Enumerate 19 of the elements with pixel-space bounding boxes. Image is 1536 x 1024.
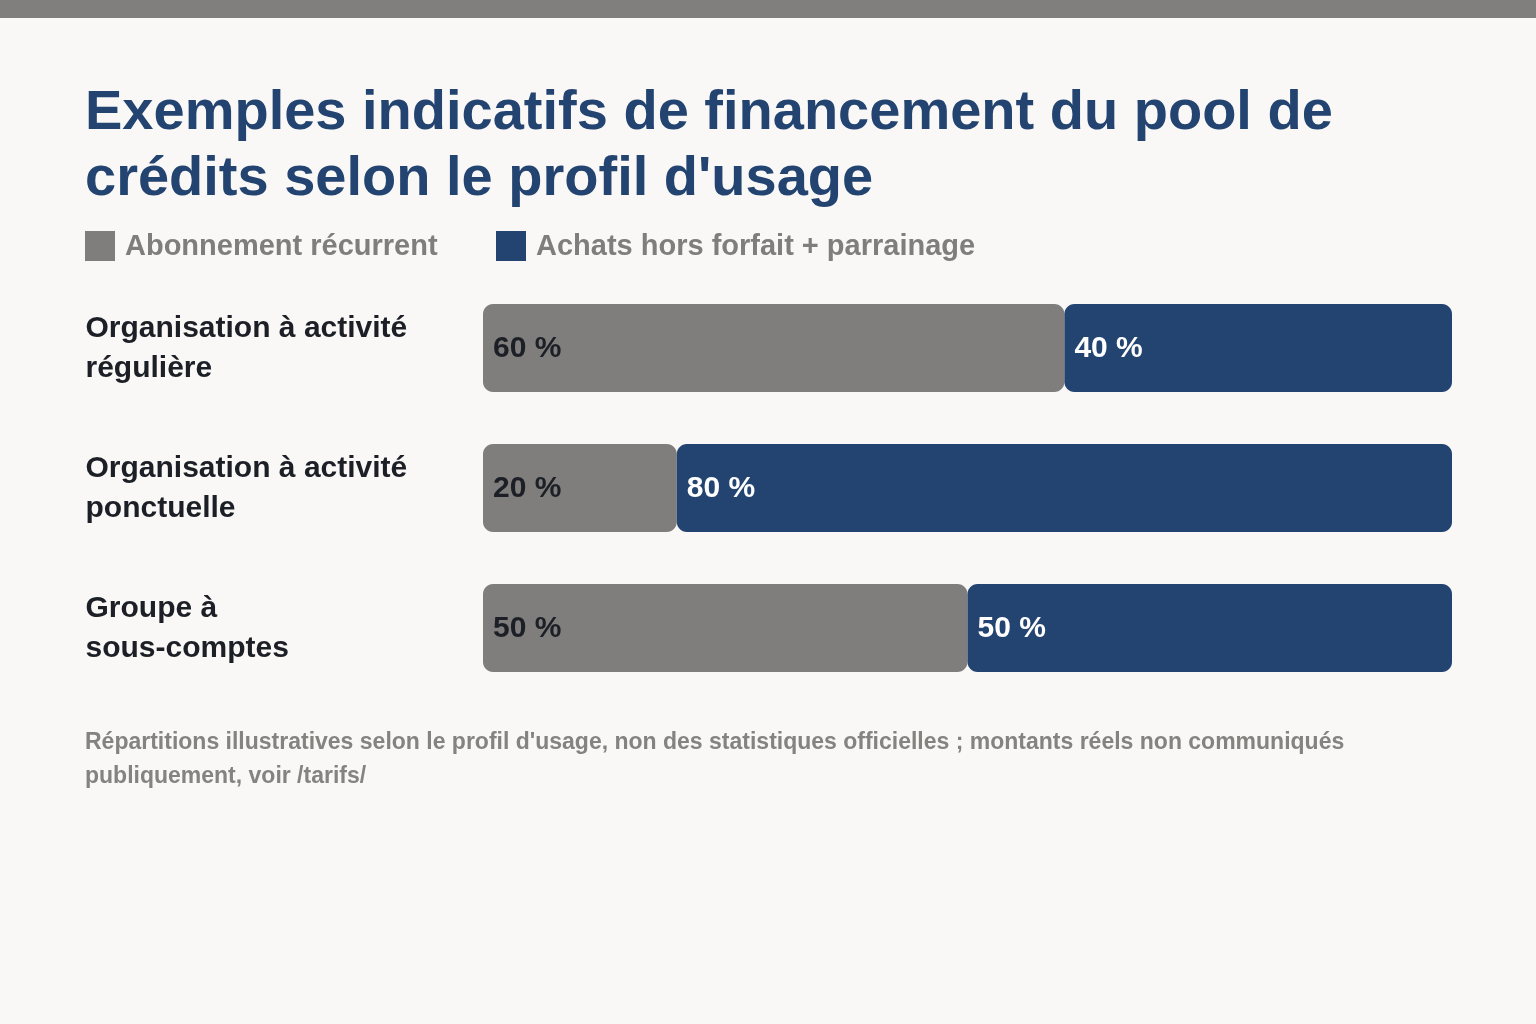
- text: Répartitions illustratives selon le profil d'usage, non des statistiques officielles ; montants réels non communiqués publiquement, voir /tarifs/: [85, 727, 1346, 790]
- y-tick-label: Groupe à sous-comptes: [85, 590, 289, 663]
- data-label: 40 %: [1074, 330, 1143, 363]
- data-label: 50 %: [977, 610, 1046, 643]
- data-label: 60 %: [493, 330, 562, 363]
- bar: [1064, 304, 1452, 392]
- data-label: 20 %: [493, 470, 562, 503]
- y-tick-label: Organisation à activité ponctuelle: [85, 450, 408, 523]
- y-tick-label: Organisation à activité régulière: [85, 310, 408, 383]
- legend-label: Achats hors forfait + parrainage: [536, 229, 976, 261]
- bar: [483, 584, 968, 672]
- chart-title: Exemples indicatifs de financement du pool de crédits selon le profil d'usage: [85, 77, 1334, 209]
- bar: [676, 444, 1452, 532]
- bar: [483, 304, 1065, 392]
- legend-label: Abonnement récurrent: [125, 229, 438, 261]
- data-label: 50 %: [493, 610, 562, 643]
- bar: [483, 444, 677, 532]
- bar: [967, 584, 1452, 672]
- data-label: 80 %: [686, 470, 756, 503]
